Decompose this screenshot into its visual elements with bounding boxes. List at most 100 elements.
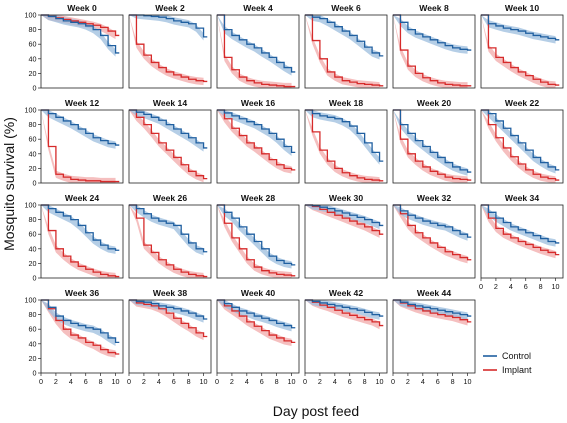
implant-survival-line — [41, 109, 120, 183]
x-tick-label: 0 — [127, 377, 131, 386]
control-survival-line — [393, 109, 472, 173]
panel-week-8: Week 8 — [392, 3, 476, 89]
x-tick-label: 2 — [142, 377, 146, 386]
control-ci-band — [305, 205, 380, 230]
panel-week-30: Week 30 — [304, 193, 388, 279]
x-tick-label: 10 — [112, 377, 120, 386]
panel-week-4: Week 4 — [216, 3, 300, 89]
implant-survival-line — [305, 204, 384, 235]
y-tick-label: 0 — [33, 369, 37, 378]
panel-frame — [128, 204, 212, 279]
x-tick-label: 4 — [333, 377, 337, 386]
implant-survival-line — [305, 299, 384, 327]
panel-title: Week 28 — [241, 193, 275, 203]
x-tick-label: 2 — [494, 282, 498, 291]
panel-week-6: Week 6 — [304, 3, 388, 89]
panel-week-38: Week 38 — [128, 288, 212, 374]
panel-frame — [216, 204, 300, 279]
panel-frame — [40, 14, 124, 89]
control-ci-band — [41, 205, 116, 254]
panel-title: Week 34 — [505, 193, 539, 203]
panel-week-34: Week 34 — [480, 193, 564, 279]
legend-label-implant: Implant — [502, 365, 532, 375]
x-tick-label: 6 — [260, 377, 264, 386]
x-tick-label: 10 — [552, 282, 560, 291]
x-tick-label: 0 — [39, 377, 43, 386]
implant-survival-line — [129, 109, 208, 180]
x-tick-label: 0 — [479, 282, 483, 291]
control-survival-line — [481, 109, 560, 171]
control-survival-line — [41, 204, 120, 251]
panel-title: Week 38 — [153, 288, 187, 298]
panel-title: Week 14 — [153, 98, 187, 108]
panel-week-20: Week 20 — [392, 98, 476, 184]
y-tick-label: 60 — [29, 230, 37, 239]
x-tick-label: 6 — [84, 377, 88, 386]
x-axes-group: 0 2 4 6 8 10 0 2 4 6 8 10 0 2 4 6 8 10 0 2 4 6 8 10 0 2 4 6 8 10 0 2 4 6 8… — [39, 278, 560, 386]
x-tick-label: 8 — [539, 282, 543, 291]
x-tick-label: 4 — [157, 377, 161, 386]
implant-ci-band — [481, 15, 556, 88]
implant-survival-line — [393, 109, 472, 181]
x-tick-label: 2 — [230, 377, 234, 386]
x-tick-label: 8 — [99, 377, 103, 386]
implant-survival-line — [217, 299, 296, 343]
panel-frame — [304, 299, 388, 374]
implant-survival-line — [217, 204, 296, 277]
panel-title: Week 12 — [65, 98, 99, 108]
control-survival-line — [305, 14, 384, 57]
panel-title: Week 22 — [505, 98, 539, 108]
control-survival-line — [217, 204, 296, 266]
implant-survival-line — [481, 109, 560, 181]
panel-frame — [40, 109, 124, 184]
panel-frame — [480, 204, 564, 279]
panel-title: Week 4 — [243, 3, 273, 13]
control-survival-line — [129, 14, 208, 38]
panel-week-24: Week 24 0 20 40 60 80 100 — [25, 193, 124, 283]
y-tick-label: 40 — [29, 244, 37, 253]
x-tick-label: 6 — [348, 377, 352, 386]
y-tick-label: 100 — [25, 11, 37, 20]
control-survival-line — [481, 14, 560, 41]
implant-survival-line — [217, 109, 296, 171]
x-tick-label: 10 — [200, 377, 208, 386]
panel-frame — [392, 299, 476, 374]
y-tick-label: 80 — [29, 310, 37, 319]
control-survival-line — [481, 204, 560, 244]
implant-ci-band — [217, 205, 292, 278]
control-survival-line — [393, 204, 472, 238]
panel-week-16: Week 16 — [216, 98, 300, 184]
panel-title: Week 26 — [153, 193, 187, 203]
implant-survival-line — [481, 14, 560, 86]
control-survival-line — [217, 109, 296, 153]
x-tick-label: 6 — [436, 377, 440, 386]
legend: Control Implant — [483, 351, 532, 375]
implant-survival-line — [217, 14, 296, 88]
panel-title: Week 18 — [329, 98, 363, 108]
panel-week-32: Week 32 — [392, 193, 476, 279]
panel-week-44: Week 44 — [392, 288, 476, 374]
panel-title: Week 6 — [331, 3, 361, 13]
panel-title: Week 2 — [155, 3, 185, 13]
panel-frame — [40, 204, 124, 279]
y-tick-label: 20 — [29, 354, 37, 363]
panel-frame — [216, 14, 300, 89]
panel-frame — [128, 14, 212, 89]
implant-ci-band — [393, 15, 468, 88]
y-tick-label: 0 — [33, 274, 37, 283]
panel-frame — [480, 109, 564, 184]
x-tick-label: 2 — [318, 377, 322, 386]
x-tick-label: 8 — [275, 377, 279, 386]
panel-frame — [216, 109, 300, 184]
x-tick-label: 8 — [187, 377, 191, 386]
panel-title: Week 30 — [329, 193, 363, 203]
y-tick-label: 40 — [29, 54, 37, 63]
panel-frame — [304, 109, 388, 184]
y-tick-label: 20 — [29, 164, 37, 173]
y-tick-label: 100 — [25, 296, 37, 305]
panel-week-0: Week 0 0 20 40 60 80 100 — [25, 3, 124, 93]
panel-title: Week 44 — [417, 288, 451, 298]
panel-frame — [392, 109, 476, 184]
panel-week-2: Week 2 — [128, 3, 212, 89]
panel-frame — [304, 204, 388, 279]
